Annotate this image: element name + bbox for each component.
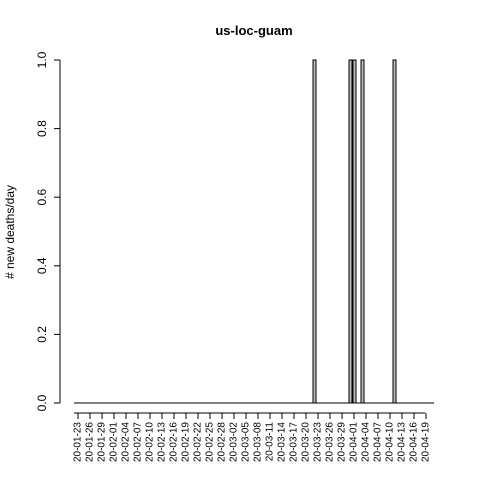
x-tick-label: 20-02-01 (109, 422, 120, 462)
x-tick-label: 20-01-29 (97, 422, 108, 462)
y-tick-label: 0.2 (35, 326, 49, 343)
y-tick-label: 0.6 (35, 189, 49, 206)
bar (352, 59, 357, 404)
x-tick-label: 20-03-08 (253, 422, 264, 462)
x-tick-label: 20-03-11 (265, 422, 276, 462)
bars (312, 59, 397, 404)
x-tick-label: 20-03-23 (313, 422, 324, 462)
x-tick-label: 20-04-10 (385, 422, 396, 462)
x-tick-label: 20-01-23 (73, 422, 84, 462)
x-ticks: 20-01-23 20-01-26 20-01-29 20-02-01 20-02-04… (73, 413, 432, 462)
bar (348, 59, 353, 404)
x-tick-label: 20-03-02 (229, 422, 240, 462)
y-tick-label: 0.0 (35, 394, 49, 411)
x-tick-label: 20-02-25 (205, 422, 216, 462)
x-tick-label: 20-03-29 (337, 422, 348, 462)
x-tick-label: 20-02-19 (181, 422, 192, 462)
x-tick-label: 20-02-10 (145, 422, 156, 462)
x-tick-label: 20-03-14 (277, 422, 288, 462)
x-tick-label: 20-02-13 (157, 422, 168, 462)
x-tick-label: 20-03-20 (301, 422, 312, 462)
x-tick-label: 20-01-26 (85, 422, 96, 462)
bar (360, 59, 365, 404)
x-tick-label: 20-04-16 (409, 422, 420, 462)
x-tick-label: 20-04-01 (349, 422, 360, 462)
x-tick-label: 20-02-04 (121, 422, 132, 462)
x-tick-label: 20-02-22 (193, 422, 204, 462)
x-tick-label: 20-03-26 (325, 422, 336, 462)
bar (392, 59, 397, 404)
x-tick-label: 20-04-07 (373, 422, 384, 462)
x-tick-label: 20-03-05 (241, 422, 252, 462)
y-tick-label: 0.4 (35, 257, 49, 274)
x-tick-label: 20-04-13 (397, 422, 408, 462)
y-tick-label: 0.8 (35, 120, 49, 137)
chart-title: us-loc-guam (215, 23, 292, 38)
x-tick-label: 20-02-07 (133, 422, 144, 462)
bar (312, 59, 317, 404)
y-tick-label: 1.0 (35, 51, 49, 68)
x-tick-label: 20-04-04 (361, 422, 372, 462)
y-ticks: 0.0 0.2 0.4 0.6 0.8 1.0 (35, 51, 60, 411)
x-tick-label: 20-02-28 (217, 422, 228, 462)
y-axis-label: # new deaths/day (3, 185, 17, 279)
x-tick-label: 20-03-17 (289, 422, 300, 462)
x-tick-label: 20-02-16 (169, 422, 180, 462)
x-tick-label: 20-04-19 (421, 422, 432, 462)
